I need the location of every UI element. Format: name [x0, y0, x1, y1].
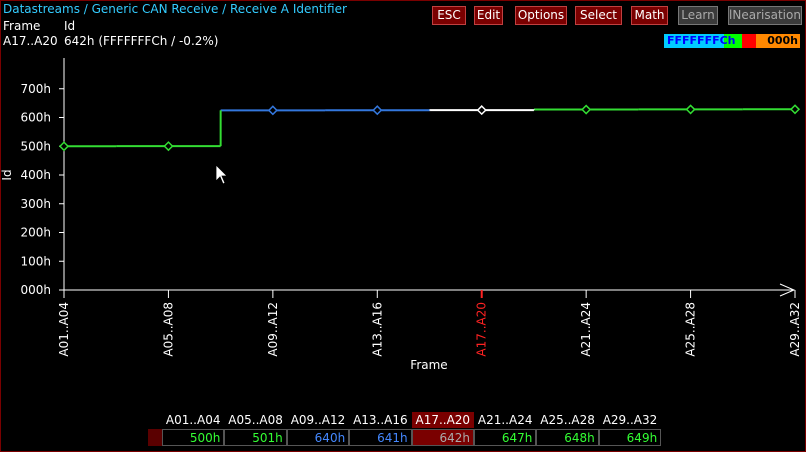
y-tick-label: 400h — [20, 168, 51, 182]
legend-left-text: FFFFFFFCh — [667, 34, 736, 47]
table-header-cell[interactable]: A01..A04 — [165, 413, 221, 427]
x-axis-label: Frame — [410, 358, 447, 372]
x-tick-label: A25..A28 — [684, 302, 698, 357]
table-header-cell[interactable]: A21..A24 — [477, 413, 533, 427]
table-value-cell[interactable]: 649h — [598, 429, 662, 446]
y-tick-label: 000h — [20, 283, 51, 297]
y-tick-label: 100h — [20, 254, 51, 268]
data-point — [163, 141, 174, 152]
breadcrumb: Datastreams / Generic CAN Receive / Rece… — [3, 2, 347, 16]
table-header-cell[interactable]: A09..A12 — [290, 413, 346, 427]
table-value-cell[interactable]: 642h — [411, 429, 474, 446]
y-tick-label: 700h — [20, 82, 51, 96]
x-tick-label: A13..A16 — [370, 302, 384, 357]
x-tick-label: A17..A20 — [475, 302, 489, 357]
table-header-cell[interactable]: A25..A28 — [540, 413, 595, 427]
x-tick-label: A21..A24 — [579, 302, 593, 357]
id-value: 642h (FFFFFFFCh / -0.2%) — [64, 34, 219, 48]
info-panel: Frame Id A17..A20 642h (FFFFFFFCh / -0.2%) — [3, 19, 218, 49]
data-point — [476, 105, 487, 116]
frame-value: A17..A20 — [3, 34, 58, 48]
legend-orange-segment — [756, 34, 800, 48]
table-header-cell[interactable]: A29..A32 — [602, 413, 658, 427]
data-point — [685, 104, 696, 115]
linearisation-button[interactable]: lNearisation — [728, 6, 802, 25]
x-tick-label: A29..A32 — [788, 302, 802, 357]
edit-button[interactable]: Edit — [474, 6, 503, 25]
x-tick-label: A05..A08 — [161, 302, 175, 357]
table-value-cell[interactable]: 648h — [536, 429, 599, 446]
table-row-stub — [148, 429, 162, 446]
legend-cyan-segment — [664, 34, 724, 48]
x-tick-label: A09..A12 — [266, 302, 280, 357]
legend-red-segment — [742, 34, 756, 48]
data-point — [267, 105, 278, 116]
y-tick-label: 600h — [20, 111, 51, 125]
table-header-cell[interactable]: A17..A20 — [411, 412, 474, 428]
legend-right-text: 000h — [767, 34, 798, 47]
y-axis-label: Id — [0, 169, 14, 180]
data-point — [372, 105, 383, 116]
table-value-cell[interactable]: 500h — [162, 429, 225, 446]
options-button[interactable]: Options — [515, 6, 567, 25]
id-label: Id — [64, 19, 76, 33]
table-header-cell[interactable]: A05..A08 — [228, 413, 283, 427]
table-value-cell[interactable]: 647h — [474, 429, 537, 446]
learn-button[interactable]: Learn — [678, 6, 718, 25]
table-header-cell[interactable]: A13..A16 — [353, 413, 408, 427]
chart[interactable]: 000h 100h 200h 300h 400h 500h 600h 700h A01..A04… — [0, 0, 806, 400]
select-button[interactable]: Select — [575, 6, 622, 25]
frame-label: Frame — [3, 19, 41, 33]
y-tick-label: 300h — [20, 197, 51, 211]
table-value-cell[interactable]: 640h — [286, 429, 350, 446]
mouse-cursor-icon — [215, 164, 228, 185]
table-value-cell[interactable]: 641h — [349, 429, 412, 446]
math-button[interactable]: Math — [631, 6, 668, 25]
x-tick-label: A01..A04 — [57, 302, 71, 357]
color-legend: FFFFFFFCh 000h — [664, 34, 800, 48]
legend-green-segment — [724, 34, 742, 48]
table-value-cell[interactable]: 501h — [224, 429, 287, 446]
data-point — [581, 104, 592, 115]
y-tick-label: 500h — [20, 139, 51, 153]
esc-button[interactable]: ESC — [432, 6, 466, 25]
data-point — [58, 141, 70, 152]
y-tick-label: 200h — [20, 226, 51, 240]
data-point — [789, 104, 801, 115]
x-axis-arrow — [779, 283, 796, 297]
